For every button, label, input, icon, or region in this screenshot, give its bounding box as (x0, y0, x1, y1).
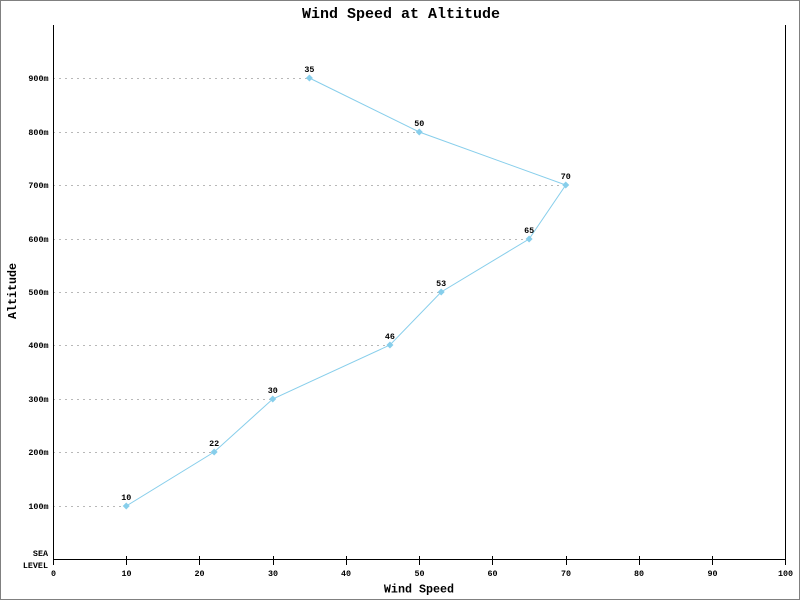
svg-text:400m: 400m (28, 341, 48, 351)
svg-text:90: 90 (707, 569, 717, 579)
svg-text:60: 60 (487, 569, 497, 579)
svg-text:0: 0 (51, 569, 56, 579)
svg-text:Wind Speed at Altitude: Wind Speed at Altitude (302, 6, 500, 23)
svg-text:70: 70 (561, 569, 571, 579)
svg-text:Wind Speed: Wind Speed (384, 583, 454, 597)
svg-text:Altitude: Altitude (6, 263, 20, 319)
svg-text:50: 50 (414, 569, 424, 579)
svg-text:SEA: SEA (33, 549, 49, 559)
svg-text:35: 35 (304, 65, 314, 75)
svg-text:46: 46 (385, 332, 395, 342)
svg-text:22: 22 (209, 439, 219, 449)
svg-text:LEVEL: LEVEL (23, 561, 48, 571)
svg-text:100m: 100m (28, 502, 48, 512)
svg-text:600m: 600m (28, 235, 48, 245)
svg-text:70: 70 (561, 172, 571, 182)
svg-text:53: 53 (436, 279, 446, 289)
svg-text:700m: 700m (28, 181, 48, 191)
svg-text:100: 100 (778, 569, 793, 579)
svg-text:300m: 300m (28, 395, 48, 405)
svg-text:30: 30 (268, 386, 278, 396)
svg-text:30: 30 (268, 569, 278, 579)
svg-text:20: 20 (194, 569, 204, 579)
svg-text:80: 80 (634, 569, 644, 579)
svg-text:40: 40 (341, 569, 351, 579)
svg-text:900m: 900m (28, 74, 48, 84)
svg-text:500m: 500m (28, 288, 48, 298)
svg-text:10: 10 (121, 493, 131, 503)
svg-text:800m: 800m (28, 128, 48, 138)
svg-text:65: 65 (524, 226, 534, 236)
svg-text:200m: 200m (28, 448, 48, 458)
svg-text:10: 10 (121, 569, 131, 579)
svg-text:50: 50 (414, 119, 424, 129)
